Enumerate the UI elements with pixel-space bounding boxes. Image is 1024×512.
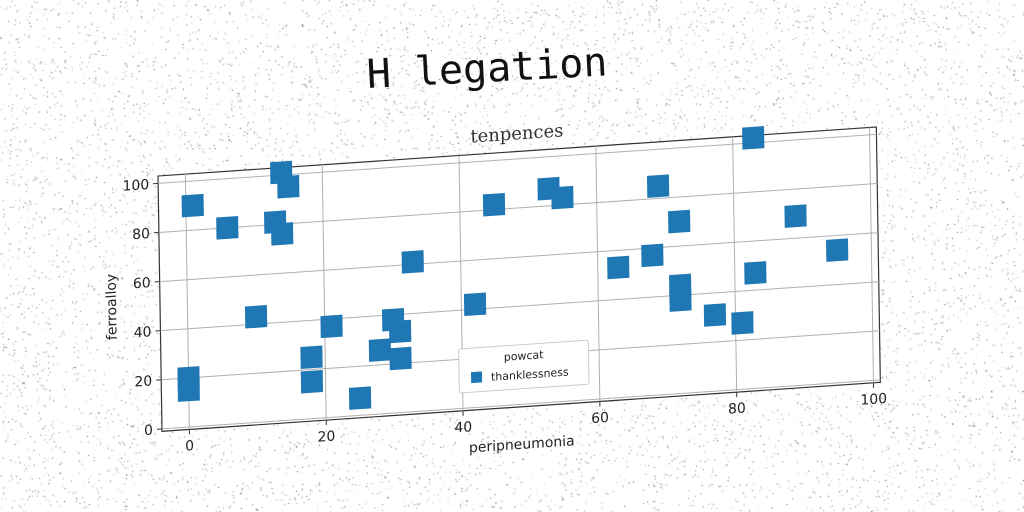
chart-title: tenpences xyxy=(470,120,563,147)
legend: powcat thanklessness xyxy=(458,339,590,394)
x-tick-label: 40 xyxy=(454,419,472,436)
x-tick-label: 20 xyxy=(317,429,335,446)
x-axis-label: peripneumonia xyxy=(469,433,575,456)
legend-entry-thanklessness: thanklessness xyxy=(491,366,569,384)
y-gridline xyxy=(161,379,881,430)
x-gridline xyxy=(868,127,875,383)
x-tick-label: 60 xyxy=(591,410,609,427)
x-tick-label: 80 xyxy=(728,401,746,418)
legend-title: powcat xyxy=(504,348,545,364)
y-axis-label: ferroalloy xyxy=(104,273,121,340)
data-point xyxy=(607,255,630,280)
data-point xyxy=(551,185,574,210)
y-tick-label: 40 xyxy=(134,324,152,341)
axis-ticks: 0 20 40 60 80 100 0 20 40 60 80 100 xyxy=(122,177,887,455)
x-gridline xyxy=(595,146,601,402)
data-point xyxy=(320,314,343,339)
plot-group: 0 20 40 60 80 100 0 20 40 60 80 100 tenpences perip… xyxy=(104,120,888,456)
y-gridline xyxy=(160,281,879,332)
data-point xyxy=(668,209,691,234)
x-gridline xyxy=(321,164,327,421)
x-tick-label: 100 xyxy=(860,391,887,409)
data-point xyxy=(646,174,670,198)
y-tick-label: 80 xyxy=(132,226,150,243)
data-point xyxy=(300,345,323,369)
data-point xyxy=(216,216,239,240)
data-point xyxy=(826,238,849,262)
data-point xyxy=(744,261,767,285)
data-point xyxy=(401,250,424,274)
x-gridline xyxy=(732,136,738,393)
legend-marker xyxy=(470,371,483,384)
data-point xyxy=(181,193,204,218)
y-tick-label: 20 xyxy=(134,373,152,390)
data-point xyxy=(703,303,727,327)
data-point xyxy=(177,378,200,402)
plot-area xyxy=(157,126,881,432)
data-point xyxy=(300,370,324,394)
y-tick-label: 0 xyxy=(144,422,153,439)
data-point xyxy=(784,204,807,228)
data-point xyxy=(463,292,487,317)
y-gridline xyxy=(159,232,878,283)
data-point xyxy=(482,192,506,217)
x-tick-label: 0 xyxy=(185,438,194,455)
data-points xyxy=(177,126,849,410)
data-point xyxy=(641,243,664,268)
data-point xyxy=(388,319,412,344)
data-point xyxy=(348,386,372,410)
data-point xyxy=(277,175,300,199)
data-point xyxy=(368,338,392,362)
data-point xyxy=(742,126,765,150)
y-tick-label: 60 xyxy=(133,275,151,292)
data-point xyxy=(731,311,754,335)
data-point xyxy=(669,288,692,312)
data-point xyxy=(244,305,268,329)
y-tick-label: 100 xyxy=(122,177,149,195)
data-point xyxy=(389,346,412,371)
data-point xyxy=(271,222,294,246)
legend-box xyxy=(458,339,590,394)
